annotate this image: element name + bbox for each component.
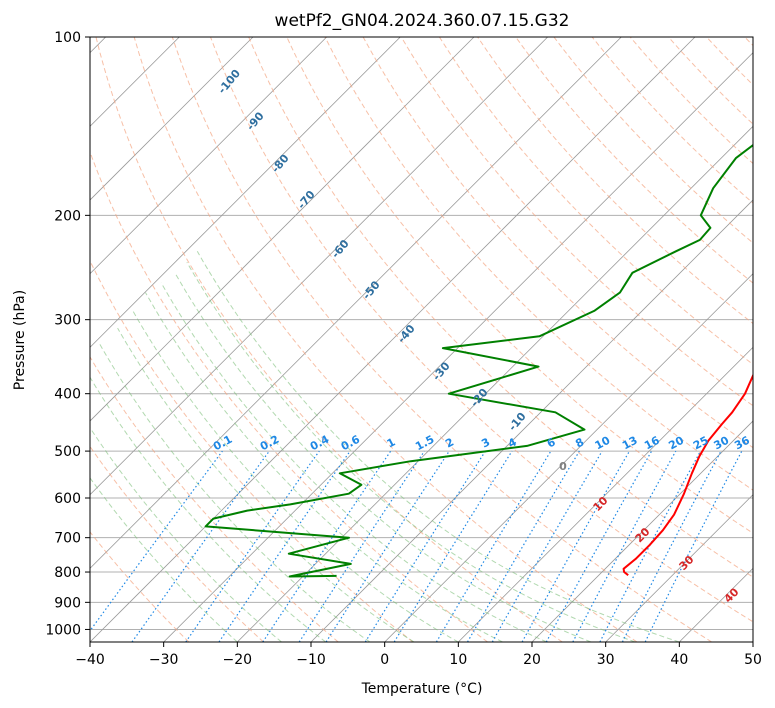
- isotherm-line: [384, 273, 753, 642]
- mixing-ratio-line: [218, 450, 351, 642]
- chart-title: wetPf2_GN04.2024.360.07.15.G32: [275, 11, 570, 31]
- dry-adiabat: [362, 37, 753, 449]
- x-tick-label: −40: [75, 652, 105, 668]
- dry-adiabat: [248, 37, 753, 578]
- mixing-ratio-label: 30: [712, 434, 732, 453]
- dry-adiabat: [171, 37, 712, 642]
- isotherm-line: [752, 641, 753, 642]
- mixing-ratio-line: [131, 450, 270, 642]
- dry-adiabat: [90, 531, 190, 642]
- moist-adiabat: [99, 343, 371, 642]
- isotherm-line: [90, 37, 548, 496]
- axes: −40 −30 −20 −10 0 10 20 30 40 5010020030040050060…: [45, 30, 762, 668]
- y-tick-label: 700: [54, 531, 81, 547]
- background-lines: [90, 37, 753, 642]
- isotherm-line: [90, 37, 696, 642]
- dry-adiabat: [438, 37, 753, 365]
- mixing-ratio-line: [393, 450, 513, 642]
- mixing-ratio-label: 25: [691, 434, 711, 453]
- mixing-ratio-line: [466, 450, 580, 642]
- mixing-ratio-line: [572, 450, 677, 642]
- mixing-ratio-label: 13: [620, 434, 640, 453]
- moist-adiabat: [132, 310, 459, 642]
- moist-adiabat: [196, 251, 680, 642]
- mixing-ratio-line: [435, 450, 552, 642]
- y-tick-label: 100: [54, 30, 81, 46]
- mixing-ratio-line: [325, 450, 450, 642]
- moist-adiabat: [186, 262, 636, 642]
- isotherm-line: [458, 346, 753, 642]
- moist-adiabat: [90, 477, 238, 642]
- dry-adiabat: [477, 37, 753, 325]
- isotherm-line: [90, 37, 254, 201]
- dry-adiabat: [400, 37, 753, 407]
- dry-adiabat: [210, 37, 753, 623]
- dry-adiabat: [591, 37, 753, 204]
- isotherm-line: [90, 37, 327, 275]
- dry-adiabat: [133, 37, 638, 642]
- moist-adiabat: [145, 292, 503, 642]
- y-tick-label: 400: [54, 387, 81, 403]
- x-tick-label: 20: [523, 652, 541, 668]
- isotherm-line: [531, 420, 753, 642]
- dry-adiabat: [90, 150, 488, 642]
- x-tick-label: 0: [380, 652, 389, 668]
- mixing-ratio-line: [90, 450, 223, 632]
- plot-background: [90, 37, 753, 642]
- y-tick-label: 600: [54, 491, 81, 507]
- y-tick-label: 900: [54, 595, 81, 611]
- isotherm-line: [90, 37, 401, 348]
- moist-adiabat: [117, 327, 415, 642]
- y-axis-title: Pressure (hPa): [12, 290, 28, 390]
- moist-adiabat: [90, 376, 327, 642]
- temperature-profile: [622, 373, 753, 576]
- mixing-ratio-line: [364, 450, 486, 642]
- lcl-label: 0: [559, 460, 567, 473]
- y-tick-label: 800: [54, 565, 81, 581]
- mixing-ratio-line: [521, 450, 631, 642]
- isotherm-line: [90, 37, 475, 422]
- mixing-ratio-line: [185, 450, 320, 642]
- plot-frame: [89, 36, 754, 643]
- x-tick-label: −10: [296, 652, 326, 668]
- isotherm-line: [163, 52, 753, 642]
- dry-adiabat: [90, 259, 414, 642]
- dry-adiabat: [286, 37, 753, 534]
- dewpoint-profile: [204, 143, 753, 578]
- mixing-ratio-line: [491, 450, 603, 642]
- isotherm-line: [605, 494, 753, 642]
- x-tick-label: 10: [449, 652, 467, 668]
- isotherm-line: [90, 37, 622, 569]
- y-tick-label: 300: [54, 313, 81, 329]
- dry-adiabat: [324, 37, 753, 491]
- mixing-ratio-label: 36: [732, 434, 752, 453]
- y-tick-label: 500: [54, 444, 81, 460]
- mixing-ratio-label: 10: [593, 434, 613, 453]
- moist-adiabat: [160, 282, 547, 642]
- moist-adiabat: [90, 426, 282, 642]
- x-tick-label: 40: [670, 652, 688, 668]
- x-tick-label: −20: [223, 652, 253, 668]
- x-tick-label: −30: [149, 652, 179, 668]
- x-tick-label: 30: [597, 652, 615, 668]
- y-tick-label: 1000: [45, 622, 81, 638]
- mixing-ratio-line: [545, 450, 653, 642]
- mixing-ratio-label: 20: [666, 434, 686, 453]
- dry-adiabat: [553, 37, 753, 244]
- moist-adiabat: [174, 272, 592, 642]
- profile-series: [204, 143, 753, 578]
- dry-adiabat: [90, 355, 339, 642]
- y-tick-label: 200: [54, 208, 81, 224]
- x-axis-title: Temperature (°C): [361, 681, 483, 697]
- mixing-ratio-label: 16: [642, 434, 662, 453]
- dry-adiabat: [95, 37, 563, 642]
- x-tick-label: 50: [744, 652, 762, 668]
